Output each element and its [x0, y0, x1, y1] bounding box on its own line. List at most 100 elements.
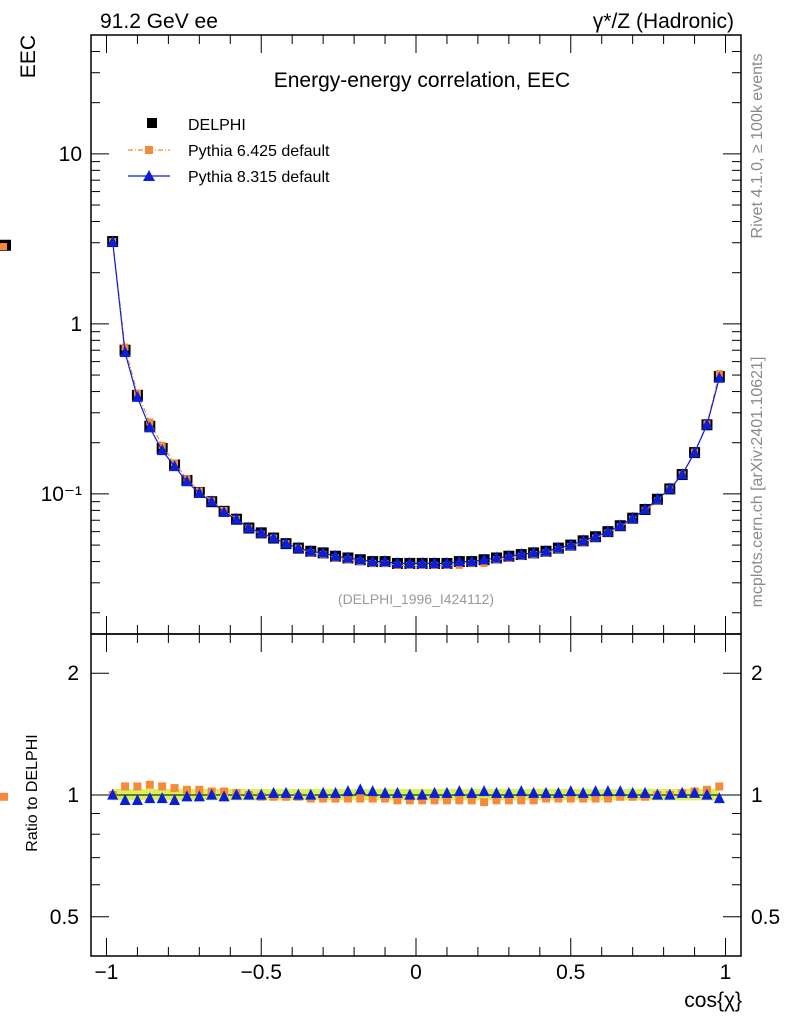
ratio-y-tick-label-right: 1: [751, 784, 763, 807]
pythia8-ratio-point: [131, 793, 143, 805]
pythia8-point: [342, 551, 354, 563]
ratio-y-tick-label-left: 1: [67, 784, 79, 807]
pythia8-point: [292, 541, 304, 553]
pythia6-ratio-point: [331, 794, 340, 803]
pythia6-ratio-point: [480, 798, 489, 807]
pythia6-ratio-point: [603, 794, 612, 803]
pythia8-ratio-point: [416, 788, 428, 800]
main-series: [0, 235, 725, 569]
pythia6-ratio-point: [517, 796, 526, 805]
pythia8-ratio-point: [602, 785, 614, 797]
pythia8-ratio-point: [292, 788, 304, 800]
pythia8-ratio-point: [639, 786, 651, 798]
x-tick-label: −1: [94, 961, 118, 984]
pythia8-point: [639, 503, 651, 515]
x-tick-label: 1: [720, 961, 732, 984]
rivet-version-label: Rivet 4.1.0, ≥ 100k events: [749, 54, 766, 239]
pythia8-ratio-point: [218, 790, 230, 802]
pythia6-ratio-point: [121, 782, 130, 791]
ratio-ytick-labels: 0.5 0.5 1 1 2 2: [50, 662, 780, 929]
pythia8-point: [565, 538, 577, 550]
legend-entry-pythia6: Pythia 6.425 default: [128, 143, 330, 160]
x-tick-label: 0: [410, 961, 422, 984]
pythia8-point: [156, 444, 168, 456]
legend-entry-pythia8: Pythia 8.315 default: [128, 169, 330, 186]
pythia8-ratio-point: [342, 785, 354, 797]
pythia8-point: [552, 541, 564, 553]
pythia6-ratio-point: [0, 792, 8, 801]
pythia8-ratio-point: [651, 788, 663, 800]
legend-marker-pythia8: [143, 170, 155, 181]
ratio-ticks: [91, 634, 741, 956]
pythia8-ratio-point: [713, 792, 725, 804]
pythia6-ratio-point: [715, 782, 724, 791]
pythia8-point: [107, 235, 119, 247]
pythia6-ratio-point: [467, 796, 476, 805]
pythia8-point: [515, 548, 527, 560]
pythia8-point: [218, 505, 230, 517]
pythia8-ratio-point: [429, 786, 441, 798]
pythia8-point: [379, 555, 391, 567]
pythia8-ratio-point: [330, 786, 342, 798]
pythia8-ratio-point: [119, 793, 131, 805]
pythia8-ratio-point: [243, 788, 255, 800]
pythia8-ratio-point: [701, 788, 713, 800]
pythia8-point: [441, 557, 453, 569]
pythia8-point: [490, 551, 502, 563]
pythia6-ratio-point: [368, 794, 377, 803]
legend-label-pythia8: Pythia 8.315 default: [188, 169, 330, 186]
main-title: Energy-energy correlation, EEC: [274, 69, 570, 92]
pythia6-ratio-point: [182, 785, 191, 794]
pythia8-point: [243, 521, 255, 533]
legend-marker-pythia6: [145, 146, 153, 154]
pythia8-ratio-point: [590, 785, 602, 797]
legend-marker-delphi: [147, 118, 157, 128]
pythia8-point: [193, 486, 205, 498]
main-ytick-labels: 10⁻¹ 1 10: [41, 143, 82, 506]
pythia8-point: [181, 475, 193, 487]
pythia8-point: [404, 557, 416, 569]
legend-entry-delphi: DELPHI: [147, 117, 246, 134]
ratio-series: [0, 780, 725, 807]
pythia6-ratio-point: [430, 796, 439, 805]
pythia8-point: [206, 495, 218, 507]
pythia8-point: [280, 537, 292, 549]
pythia8-ratio-point: [230, 788, 242, 800]
x-axis-label: cos{χ}: [684, 989, 742, 1012]
pythia6-ratio-point: [145, 780, 154, 789]
pythia8-point: [503, 549, 515, 561]
pythia6-ratio-point: [504, 796, 513, 805]
pythia8-point: [367, 555, 379, 567]
pythia8-ratio-point: [552, 786, 564, 798]
pythia6-ratio-point: [133, 782, 142, 791]
ratio-y-tick-label-right: 2: [751, 662, 763, 685]
pythia8-ratio-point: [503, 786, 515, 798]
pythia8-point: [268, 531, 280, 543]
main-panel: 10⁻¹ 1 10 Energy-energy correlation, EEC E…: [0, 34, 742, 635]
pythia8-ratio-point: [515, 785, 527, 797]
main-y-tick-label: 10⁻¹: [41, 483, 82, 506]
pythia8-ratio-point: [466, 786, 478, 798]
ratio-y-tick-label-left: 0.5: [50, 906, 79, 929]
pythia6-ratio-point: [393, 796, 402, 805]
pythia8-ratio-point: [367, 785, 379, 797]
xtick-labels: −1 −0.5 0 0.5 1: [94, 961, 731, 984]
pythia8-ratio-point: [305, 788, 317, 800]
pythia8-ratio-point: [453, 785, 465, 797]
pythia8-ratio-point: [280, 786, 292, 798]
pythia8-ratio-point: [268, 786, 280, 798]
pythia6-ratio-point: [442, 796, 451, 805]
legend: DELPHI Pythia 6.425 default Pythia 8.315…: [128, 117, 330, 186]
pythia8-ratio-point: [565, 785, 577, 797]
pythia6-ratio-point: [579, 794, 588, 803]
pythia8-ratio-point: [354, 783, 366, 795]
legend-label-pythia6: Pythia 6.425 default: [188, 143, 330, 160]
pythia8-ratio-point: [255, 788, 267, 800]
pythia8-point: [255, 526, 267, 538]
pythia8-point: [144, 421, 156, 433]
main-ticks: [91, 34, 741, 634]
analysis-watermark: (DELPHI_1996_I424112): [338, 591, 494, 607]
pythia6-ratio-point: [492, 796, 501, 805]
main-y-tick-label: 10: [59, 143, 82, 166]
